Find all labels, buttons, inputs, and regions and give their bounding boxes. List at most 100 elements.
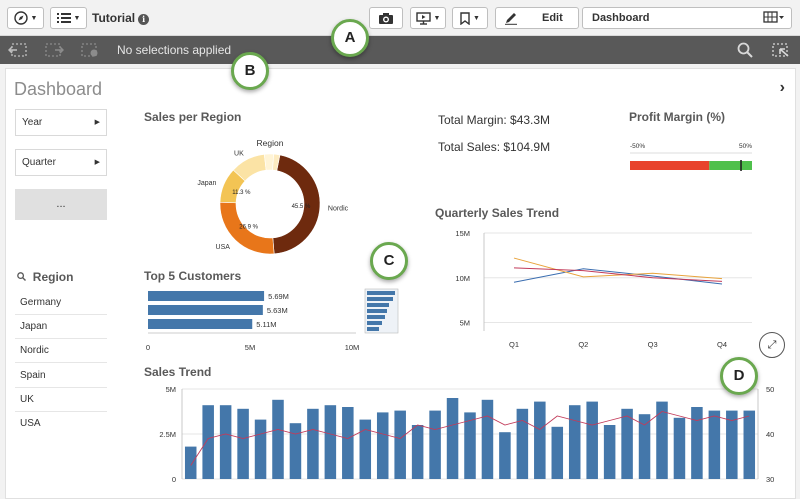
chevron-down-icon: ▼ [30,14,38,22]
sales-bar [464,412,476,479]
list-item[interactable]: UK [15,388,107,412]
snapshot-button[interactable] [369,7,403,29]
sales-bar [184,446,197,479]
sales-bar [254,419,267,479]
search-icon[interactable] [737,42,753,61]
sales-bar [726,410,738,479]
bookmark-icon [460,11,470,25]
sales-bar [534,401,546,479]
info-icon[interactable]: i [138,14,150,25]
list-icon [56,13,71,23]
selections-tool-icon[interactable] [771,42,791,61]
list-item[interactable]: Germany [15,291,107,315]
callout-b: B [231,52,269,90]
profit-margin-gauge[interactable]: -50% 50% [628,133,756,171]
y-tick-label-left: 5M [166,385,176,394]
pencil-icon [505,12,517,25]
donut-category-label: Japan [197,180,216,187]
edit-button[interactable]: Edit [495,7,579,29]
sales-bar [708,410,721,479]
sheet-selector[interactable]: Dashboard [582,7,792,29]
sales-bar [376,412,389,479]
sales-bar [499,432,511,479]
x-tick-label: 10M [345,343,360,351]
x-tick-label: Q1 [509,340,519,349]
quarterly-sales-trend-chart[interactable]: 15M 10M 5M Q1 Q2 Q3 Q4 [436,225,766,353]
sales-bar [516,408,529,479]
mini-chart-bar [367,309,387,313]
sales-bar [237,408,249,479]
sales-bar [743,410,756,479]
sales-bar [603,425,616,479]
filter-pane-quarter[interactable]: Quarter ▶ [15,149,107,176]
customer-bar-label: 5.11M [256,320,276,329]
gauge-segment [630,161,710,170]
donut-category-label: UK [234,150,244,157]
more-filters-button[interactable]: ... [15,189,107,220]
app-title: Tutorial i [92,11,150,25]
callout-c: C [370,242,408,280]
sales-bar [481,399,494,479]
sales-bar [429,410,441,479]
list-item[interactable]: Japan [15,315,107,339]
sales-bar [621,408,633,479]
x-tick-label: Q4 [717,340,727,349]
search-icon[interactable] [17,272,29,284]
chevron-down-icon: ▼ [73,14,81,22]
x-tick-label: Q2 [578,340,588,349]
list-item[interactable]: Spain [15,364,107,388]
top5-customers-chart[interactable]: 5.69M 5.63M 5.11M 0 5M 10M [144,287,404,351]
list-item[interactable]: Nordic [15,339,107,363]
x-tick-label: 5M [245,343,255,351]
sheet-canvas: Dashboard › Year ▶ Quarter ▶ ... Region … [5,68,796,499]
sheet-title: Dashboard [14,79,103,99]
clear-all-icon[interactable] [80,42,100,61]
sales-per-region-title: Sales per Region [144,110,242,124]
next-sheet-arrow-icon[interactable]: › [779,79,785,96]
sales-trend-chart[interactable]: 5M 2.5M 0 50 40 30 [144,383,774,483]
profit-margin-title: Profit Margin (%) [629,110,725,124]
step-forward-icon[interactable] [44,42,65,61]
mini-chart-bar [367,303,389,307]
bookmark-button[interactable]: ▼ [452,7,488,29]
donut-category-label: Nordic [328,205,349,212]
list-menu-button[interactable]: ▼ [50,7,87,29]
gauge-min-label: -50% [630,143,645,150]
sales-bar [359,419,372,479]
donut-value-label: 26.9 % [239,224,258,230]
filter-pane-year[interactable]: Year ▶ [15,109,107,136]
sheet-selector-value: Dashboard [592,12,650,24]
compass-icon [13,11,28,25]
toolbar: ▼ ▼ Tutorial i [0,0,800,36]
customer-bar [148,319,253,329]
list-item[interactable]: USA [20,418,41,429]
navigation-menu-button[interactable]: ▼ [7,7,44,29]
y-tick-label: 15M [455,229,470,238]
donut-category-label: USA [216,244,231,251]
selections-status: No selections applied [117,43,232,57]
present-button[interactable]: ▼ [410,7,446,29]
x-tick-label: 0 [146,343,150,351]
mini-chart-bar [367,291,395,295]
customer-bar [148,291,265,301]
callout-d: D [720,357,758,395]
sales-bar [394,410,406,479]
sales-bar [568,405,581,479]
sales-bar [202,405,214,479]
chevron-down-icon: ▼ [433,14,441,22]
step-back-icon[interactable] [7,42,28,61]
expand-icon[interactable]: ⤢ [759,332,785,358]
sales-bar [324,405,337,479]
y-tick-label-left: 2.5M [159,430,176,439]
sales-bar [656,401,668,479]
sales-per-region-chart[interactable]: Region 45.5 % Nordic 26.9 % USA 11.3 % Japan U… [186,133,376,257]
sales-bar [219,405,232,479]
sales-bar [307,408,319,479]
y-tick-label-right: 40 [766,430,774,439]
presentation-icon [415,11,431,25]
chevron-right-icon: ▶ [94,119,100,126]
donut-slice [263,153,275,171]
y-tick-label-right: 50 [766,385,774,394]
filter-pane-label: Quarter [22,157,56,168]
